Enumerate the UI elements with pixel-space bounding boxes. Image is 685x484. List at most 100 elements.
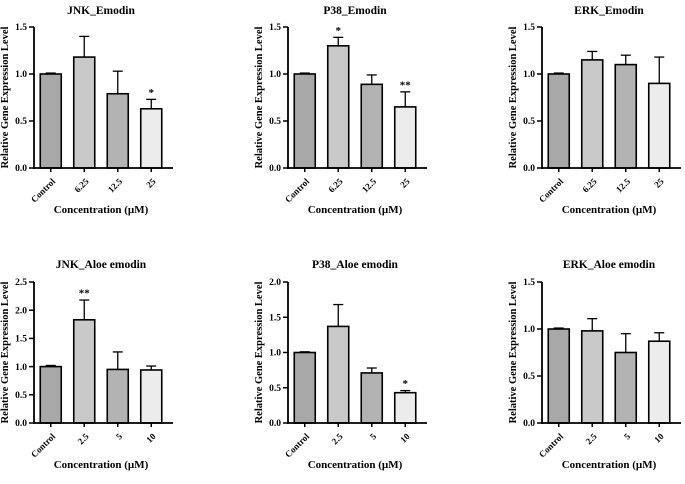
- x-tick-label: Control: [29, 431, 58, 460]
- x-axis-label: Concentration (µM): [308, 204, 403, 216]
- y-axis-label: Relative Gene Expression Level: [508, 27, 519, 169]
- x-tick-label: 2.5: [584, 431, 599, 446]
- x-tick-label: 12.5: [360, 176, 379, 195]
- significance-label: **: [79, 288, 91, 300]
- y-tick-label: 2.5: [15, 278, 27, 288]
- bar: [614, 63, 638, 169]
- x-tick-label: Control: [537, 431, 566, 460]
- significance-label: **: [400, 79, 412, 91]
- bar: [139, 107, 163, 169]
- bar: [293, 351, 317, 424]
- x-tick-label: 6.25: [580, 176, 599, 195]
- chart-p38-emodin: P38_Emodin 0.0 0.5 1.0 1.5 Relative Gene Expr…: [228, 0, 456, 242]
- y-axis-label: Relative Gene Expression Level: [0, 282, 11, 424]
- y-tick-label: 1.0: [269, 349, 281, 359]
- bar: [293, 73, 317, 169]
- y-tick-label: 0.5: [269, 384, 281, 394]
- x-tick-label: 10: [144, 431, 158, 445]
- y-tick-label: 1.0: [269, 70, 281, 80]
- significance-label: *: [336, 25, 342, 37]
- y-tick-label: 1.0: [15, 363, 27, 373]
- y-tick-label: 1.0: [15, 70, 27, 80]
- bar: [647, 82, 671, 169]
- y-axis-label: Relative Gene Expression Level: [254, 27, 265, 169]
- y-tick-label: 0.5: [523, 372, 535, 382]
- y-tick-label: 0.0: [523, 419, 535, 429]
- bar: [139, 369, 163, 424]
- y-tick-label: 0.0: [15, 164, 27, 174]
- chart-jnk-aloe-emodin: JNK_Aloe emodin 0.0 0.5 1.0 1.5 2.0 2.5 Relativ…: [0, 242, 228, 484]
- bar: [547, 73, 571, 169]
- bar: [580, 59, 604, 169]
- chart-jnk-emodin: JNK_Emodin 0.0 0.5 1.0 1.5 Relative Gene Expr…: [0, 0, 228, 242]
- bar-chart-svg: P38_Emodin 0.0 0.5 1.0 1.5 Relative Gene Expr…: [254, 5, 427, 216]
- y-tick-label: 0.5: [15, 391, 27, 401]
- y-axis-label: Relative Gene Expression Level: [0, 27, 11, 169]
- y-tick-label: 1.5: [15, 23, 27, 33]
- bar: [580, 330, 604, 424]
- y-tick-label: 1.0: [523, 70, 535, 80]
- chart-erk-emodin: ERK_Emodin 0.0 0.5 1.0 1.5 Relative Gene Expr…: [456, 0, 685, 242]
- bar: [647, 340, 671, 424]
- significance-label: *: [149, 87, 155, 99]
- bar: [326, 44, 350, 169]
- y-tick-label: 1.5: [523, 23, 535, 33]
- y-tick-label: 1.5: [269, 23, 281, 33]
- y-axis-label: Relative Gene Expression Level: [254, 282, 265, 424]
- bar: [393, 391, 417, 424]
- y-tick-label: 0.0: [523, 164, 535, 174]
- y-tick-label: 0.5: [269, 117, 281, 127]
- chart-title: P38_Emodin: [323, 5, 387, 17]
- significance-label: *: [403, 378, 409, 390]
- bar: [72, 318, 96, 424]
- chart-title: P38_Aloe emodin: [312, 259, 399, 271]
- x-tick-label: Control: [537, 176, 566, 205]
- y-tick-label: 2.0: [269, 278, 281, 288]
- x-tick-label: 5: [622, 431, 633, 442]
- bar: [547, 328, 571, 424]
- bar-chart-svg: ERK_Emodin 0.0 0.5 1.0 1.5 Relative Gene Expr…: [508, 5, 681, 216]
- chart-title: ERK_Emodin: [574, 5, 644, 17]
- x-tick-label: 12.5: [614, 176, 633, 195]
- y-tick-label: 0.0: [269, 419, 281, 429]
- bar-chart-svg: P38_Aloe emodin 0.0 0.5 1.0 1.5 2.0 Relative G…: [254, 259, 427, 471]
- x-axis-label: Concentration (µM): [308, 459, 403, 471]
- bar: [106, 368, 130, 424]
- x-axis-label: Concentration (µM): [54, 204, 149, 216]
- bar: [72, 56, 96, 169]
- x-tick-label: 5: [368, 431, 379, 442]
- x-axis-label: Concentration (µM): [54, 459, 149, 471]
- y-tick-label: 0.0: [269, 164, 281, 174]
- bar: [393, 106, 417, 169]
- y-tick-label: 0.5: [523, 117, 535, 127]
- chart-title: JNK_Aloe emodin: [56, 259, 147, 271]
- bar: [326, 325, 350, 424]
- x-tick-label: 25: [398, 176, 412, 190]
- y-tick-label: 1.0: [523, 325, 535, 335]
- y-tick-label: 1.5: [523, 278, 535, 288]
- y-tick-label: 0.5: [15, 117, 27, 127]
- x-tick-label: 5: [114, 431, 125, 442]
- chart-title: JNK_Emodin: [67, 5, 135, 17]
- chart-p38-aloe-emodin: P38_Aloe emodin 0.0 0.5 1.0 1.5 2.0 Relative G…: [228, 242, 456, 484]
- chart-erk-aloe-emodin: ERK_Aloe emodin 0.0 0.5 1.0 1.5 Relative Gene…: [456, 242, 685, 484]
- bar: [39, 365, 63, 424]
- bar: [360, 83, 384, 169]
- x-tick-label: 6.25: [72, 176, 91, 195]
- y-axis-label: Relative Gene Expression Level: [508, 282, 519, 424]
- bar-chart-svg: ERK_Aloe emodin 0.0 0.5 1.0 1.5 Relative Gene…: [508, 259, 681, 471]
- y-tick-label: 1.5: [15, 335, 27, 345]
- x-tick-label: Control: [283, 176, 312, 205]
- bar-chart-svg: JNK_Aloe emodin 0.0 0.5 1.0 1.5 2.0 2.5 Relativ…: [0, 259, 173, 471]
- chart-title: ERK_Aloe emodin: [563, 259, 656, 271]
- y-tick-label: 2.0: [15, 306, 27, 316]
- bar: [106, 92, 130, 169]
- y-tick-label: 0.0: [15, 419, 27, 429]
- x-tick-label: 6.25: [326, 176, 345, 195]
- x-tick-label: 12.5: [106, 176, 125, 195]
- x-axis-label: Concentration (µM): [562, 204, 657, 216]
- bar: [39, 73, 63, 169]
- bar: [614, 351, 638, 424]
- x-tick-label: 2.5: [76, 431, 91, 446]
